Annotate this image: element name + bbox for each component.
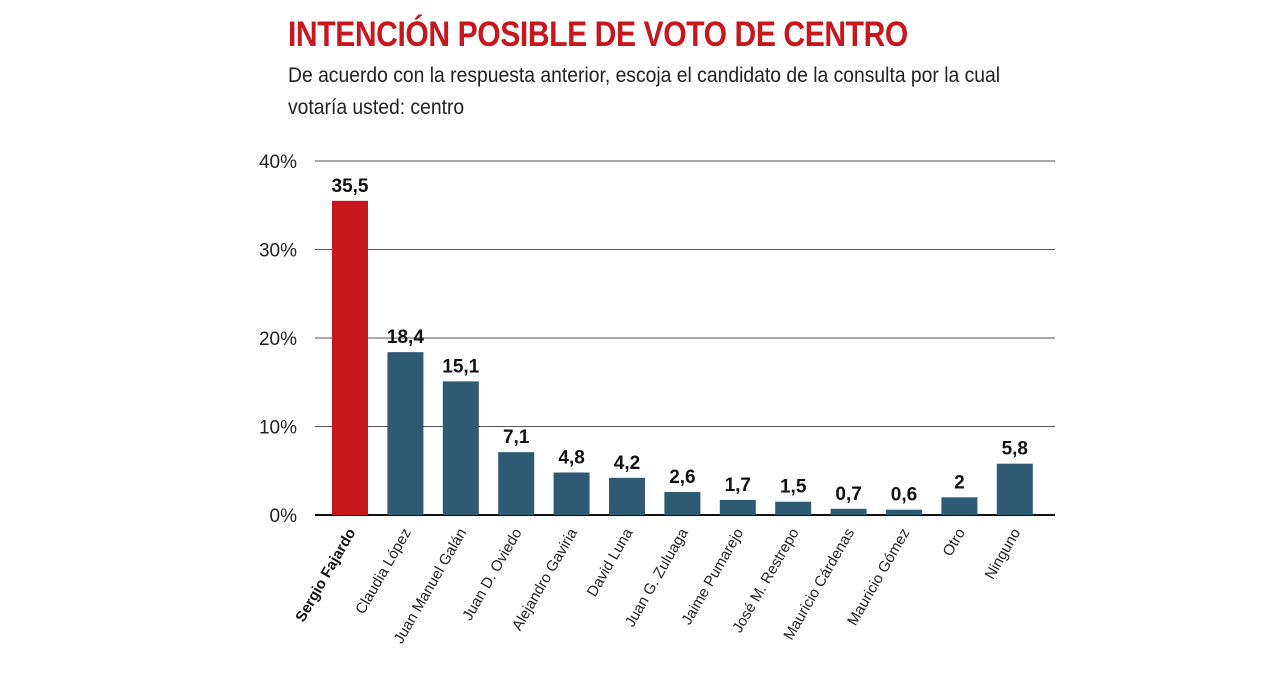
x-tick-label: Juan D. Oviedo bbox=[459, 526, 525, 624]
bar bbox=[996, 463, 1033, 515]
x-tick-label: Claudia López bbox=[352, 526, 415, 618]
bar bbox=[941, 497, 978, 515]
y-tick-label: 30% bbox=[259, 241, 297, 262]
data-label: 18,4 bbox=[387, 327, 424, 348]
data-label: 5,8 bbox=[1002, 439, 1028, 460]
bar bbox=[332, 200, 368, 515]
y-tick-label: 0% bbox=[270, 506, 298, 527]
data-label: 4,8 bbox=[558, 448, 584, 469]
x-tick-label: Ninguno bbox=[982, 526, 1025, 583]
bar bbox=[387, 352, 424, 515]
data-label: 35,5 bbox=[332, 176, 369, 197]
bar-layer bbox=[332, 200, 1033, 515]
data-label: 2 bbox=[954, 472, 965, 493]
bar bbox=[886, 509, 922, 515]
data-label: 15,1 bbox=[442, 356, 479, 377]
x-tick-label: Otro bbox=[940, 526, 969, 560]
y-tick-label: 20% bbox=[259, 329, 297, 350]
data-label: 0,7 bbox=[835, 484, 861, 505]
y-tick-label: 10% bbox=[259, 418, 297, 439]
bar bbox=[830, 508, 867, 515]
label-layer: 0% 10% 20% 30% 40% 35,5 Sergio Fajardo 18,4 Clau… bbox=[259, 152, 1028, 647]
bar bbox=[609, 477, 645, 515]
bar bbox=[442, 381, 479, 515]
chart-subtitle: De acuerdo con la respuesta anterior, es… bbox=[288, 64, 1001, 119]
data-label: 1,7 bbox=[725, 475, 751, 496]
data-label: 7,1 bbox=[503, 427, 530, 448]
grid-layer bbox=[315, 160, 1055, 516]
bar bbox=[498, 452, 535, 515]
bar bbox=[719, 499, 756, 515]
bar bbox=[664, 491, 701, 515]
data-label: 4,2 bbox=[614, 453, 640, 474]
data-label: 2,6 bbox=[669, 467, 695, 488]
data-label: 1,5 bbox=[780, 477, 807, 498]
x-tick-label: Mauricio Gómez bbox=[844, 526, 913, 629]
x-tick-label: David Luna bbox=[584, 525, 637, 600]
bar bbox=[553, 472, 590, 515]
y-tick-label: 40% bbox=[259, 152, 297, 173]
x-tick-label: Sergio Fajardo bbox=[292, 526, 359, 625]
data-label: 0,6 bbox=[891, 485, 917, 506]
bar bbox=[775, 501, 812, 515]
chart-title: INTENCIÓN POSIBLE DE VOTO DE CENTRO bbox=[288, 15, 908, 54]
